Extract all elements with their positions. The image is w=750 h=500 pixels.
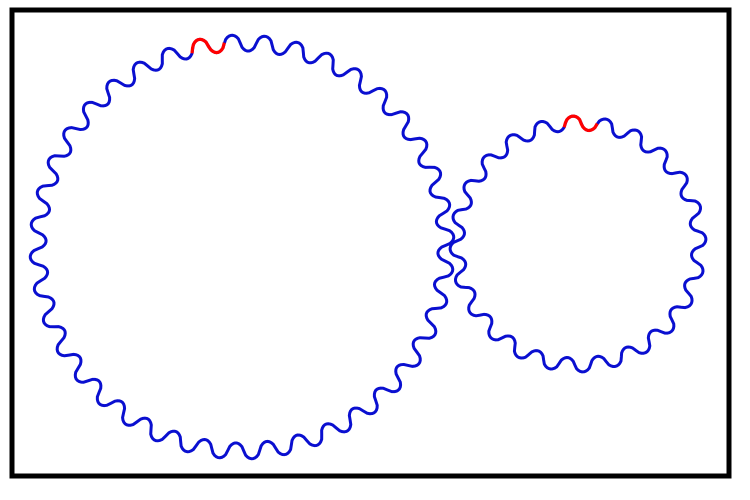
gears-layer bbox=[28, 33, 708, 461]
small-gear-highlighted-tooth bbox=[562, 114, 599, 133]
large-gear-outline bbox=[28, 33, 456, 461]
small-gear-outline bbox=[448, 114, 708, 374]
frame-border bbox=[9, 7, 732, 479]
large-gear bbox=[28, 33, 456, 461]
large-gear-highlighted-tooth bbox=[190, 37, 226, 55]
small-gear bbox=[448, 114, 708, 374]
